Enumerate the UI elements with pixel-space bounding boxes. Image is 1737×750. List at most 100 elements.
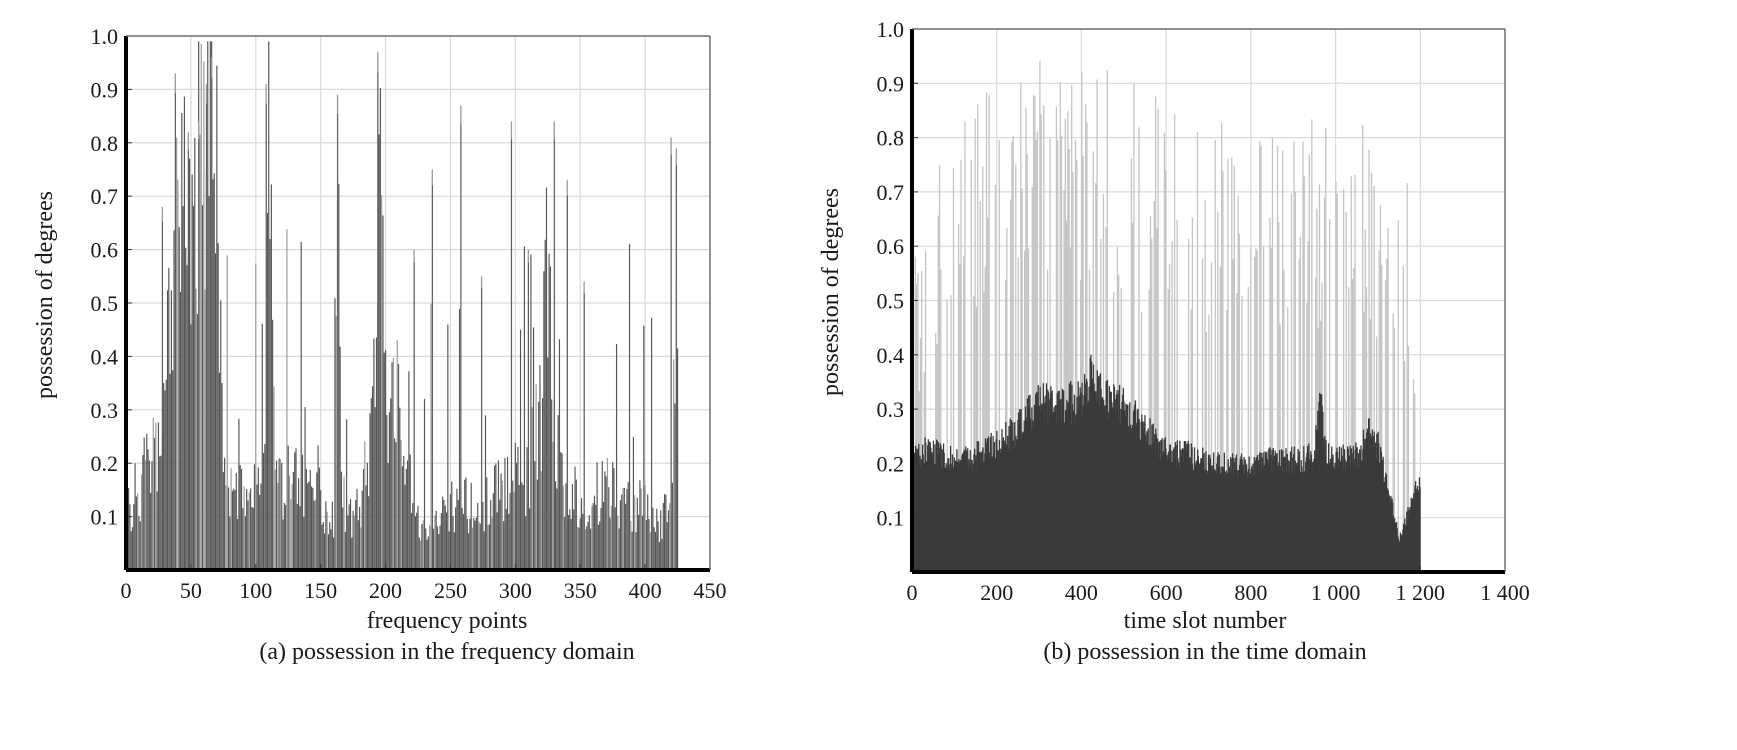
bar	[147, 449, 149, 570]
bar	[189, 158, 191, 570]
peak-bar-core	[566, 195, 568, 570]
bar	[277, 482, 279, 570]
bar	[327, 534, 330, 570]
bar	[320, 490, 322, 570]
bar	[252, 507, 254, 570]
bar	[525, 516, 527, 570]
bar	[497, 460, 500, 570]
bar	[404, 484, 406, 570]
x-tick-label: 600	[1150, 580, 1183, 605]
bar	[286, 229, 288, 571]
bar	[191, 174, 193, 570]
bar	[176, 137, 178, 571]
bar	[225, 485, 227, 570]
bar	[641, 515, 644, 570]
y-tick-label: 0.4	[91, 344, 119, 369]
bar	[658, 542, 660, 570]
bar	[619, 500, 622, 570]
bar	[503, 521, 505, 570]
bar	[671, 482, 673, 570]
x-tick-label: 150	[304, 578, 337, 603]
bar	[561, 453, 563, 570]
y-tick-label: 0.7	[91, 184, 119, 209]
bar	[445, 512, 448, 570]
bar	[156, 491, 158, 570]
bar	[129, 504, 131, 570]
bar	[160, 455, 162, 570]
y-axis-label-a: possession of degrees	[32, 191, 58, 399]
bar	[303, 516, 305, 570]
bar	[608, 487, 610, 570]
bar	[177, 179, 179, 570]
bar	[247, 500, 249, 570]
bar	[552, 441, 554, 570]
bar	[405, 468, 407, 570]
bar	[596, 462, 598, 570]
bar	[130, 531, 132, 570]
bar	[309, 469, 311, 570]
bar	[230, 468, 232, 570]
bar	[266, 212, 269, 570]
y-tick-label: 0.1	[877, 506, 905, 531]
bar	[326, 511, 328, 570]
bar	[163, 383, 165, 570]
caption-a: (a) possession in the frequency domain	[259, 639, 634, 665]
bars-a	[126, 41, 679, 571]
bar	[628, 243, 631, 570]
bar	[378, 134, 380, 571]
bar	[199, 134, 201, 571]
bar	[626, 489, 628, 570]
bar	[360, 527, 362, 570]
bar	[353, 515, 355, 570]
bar	[274, 469, 276, 570]
bar	[538, 401, 540, 570]
y-tick-label: 0.3	[91, 398, 119, 423]
bar	[330, 529, 332, 570]
bar	[379, 87, 381, 570]
bar	[182, 206, 184, 570]
bar	[571, 483, 574, 570]
bar	[599, 521, 601, 570]
bar	[635, 532, 637, 570]
bar	[292, 471, 294, 570]
bar	[374, 407, 376, 570]
bar	[461, 507, 463, 570]
bar	[392, 358, 394, 570]
bar	[307, 483, 309, 570]
bar	[584, 529, 586, 570]
bar	[452, 516, 454, 570]
bar	[335, 316, 337, 570]
bar	[610, 505, 612, 570]
bar	[457, 499, 459, 570]
bar	[325, 501, 327, 570]
bar	[356, 488, 358, 570]
bar	[255, 263, 257, 570]
bar	[397, 363, 400, 570]
bar	[214, 253, 217, 570]
peak-bar-core	[583, 293, 585, 570]
bar	[674, 403, 676, 570]
x-tick-label: 1 000	[1311, 580, 1361, 605]
bar	[298, 478, 300, 570]
bar	[447, 324, 449, 570]
bar	[409, 454, 411, 570]
bar	[548, 253, 550, 570]
bar	[501, 480, 503, 570]
bar	[558, 339, 561, 570]
bar	[227, 487, 230, 570]
bar	[334, 298, 336, 570]
bar	[242, 508, 244, 570]
bar	[517, 446, 519, 570]
bar	[640, 488, 642, 570]
bar	[321, 524, 323, 570]
bar	[653, 527, 655, 570]
y-tick-label: 0.9	[91, 77, 119, 102]
peak-bar-core	[206, 103, 208, 571]
bar	[395, 442, 397, 570]
bar	[420, 540, 422, 570]
bar	[580, 498, 583, 570]
bar	[455, 507, 457, 570]
bar	[660, 510, 662, 570]
bar	[340, 471, 343, 570]
bar	[279, 459, 282, 570]
